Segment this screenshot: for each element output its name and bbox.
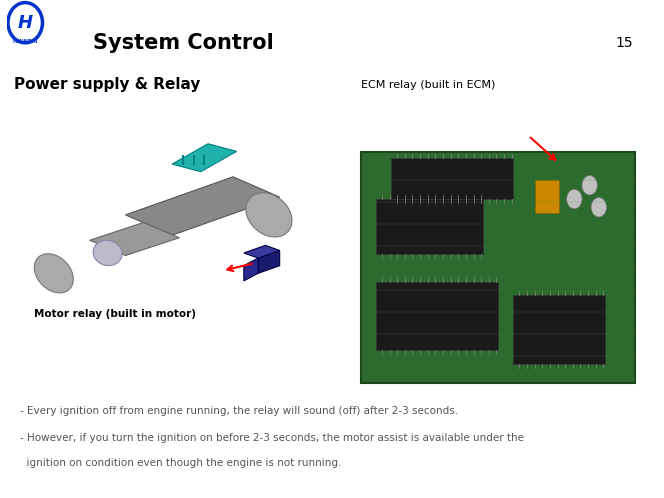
Text: Motor relay (built in motor): Motor relay (built in motor) (34, 309, 196, 319)
Text: 15: 15 (616, 36, 633, 50)
Polygon shape (535, 180, 559, 213)
Text: ignition on condition even though the engine is not running.: ignition on condition even though the en… (20, 458, 341, 468)
Ellipse shape (35, 253, 73, 293)
Text: - Every ignition off from engine running, the relay will sound (off) after 2‑3 s: - Every ignition off from engine running… (20, 406, 457, 416)
Polygon shape (361, 152, 635, 383)
Polygon shape (513, 295, 605, 364)
Ellipse shape (567, 189, 582, 209)
Ellipse shape (93, 241, 122, 265)
Polygon shape (172, 144, 236, 172)
Text: ECM relay (built in ECM): ECM relay (built in ECM) (361, 80, 495, 90)
Polygon shape (244, 246, 280, 258)
Text: HYUNDAI: HYUNDAI (13, 38, 38, 43)
Polygon shape (376, 199, 483, 254)
Polygon shape (90, 223, 179, 255)
Text: Power supply & Relay: Power supply & Relay (14, 77, 201, 92)
Ellipse shape (246, 193, 292, 237)
Polygon shape (125, 177, 280, 235)
Text: - However, if you turn the ignition on before 2‑3 seconds, the motor assist is a: - However, if you turn the ignition on b… (20, 433, 524, 443)
Polygon shape (244, 258, 258, 281)
Polygon shape (391, 158, 513, 199)
Text: System Control: System Control (93, 33, 274, 53)
Ellipse shape (591, 198, 606, 217)
Polygon shape (376, 281, 498, 351)
Ellipse shape (582, 176, 598, 195)
Text: H: H (18, 14, 33, 32)
Polygon shape (258, 250, 280, 273)
